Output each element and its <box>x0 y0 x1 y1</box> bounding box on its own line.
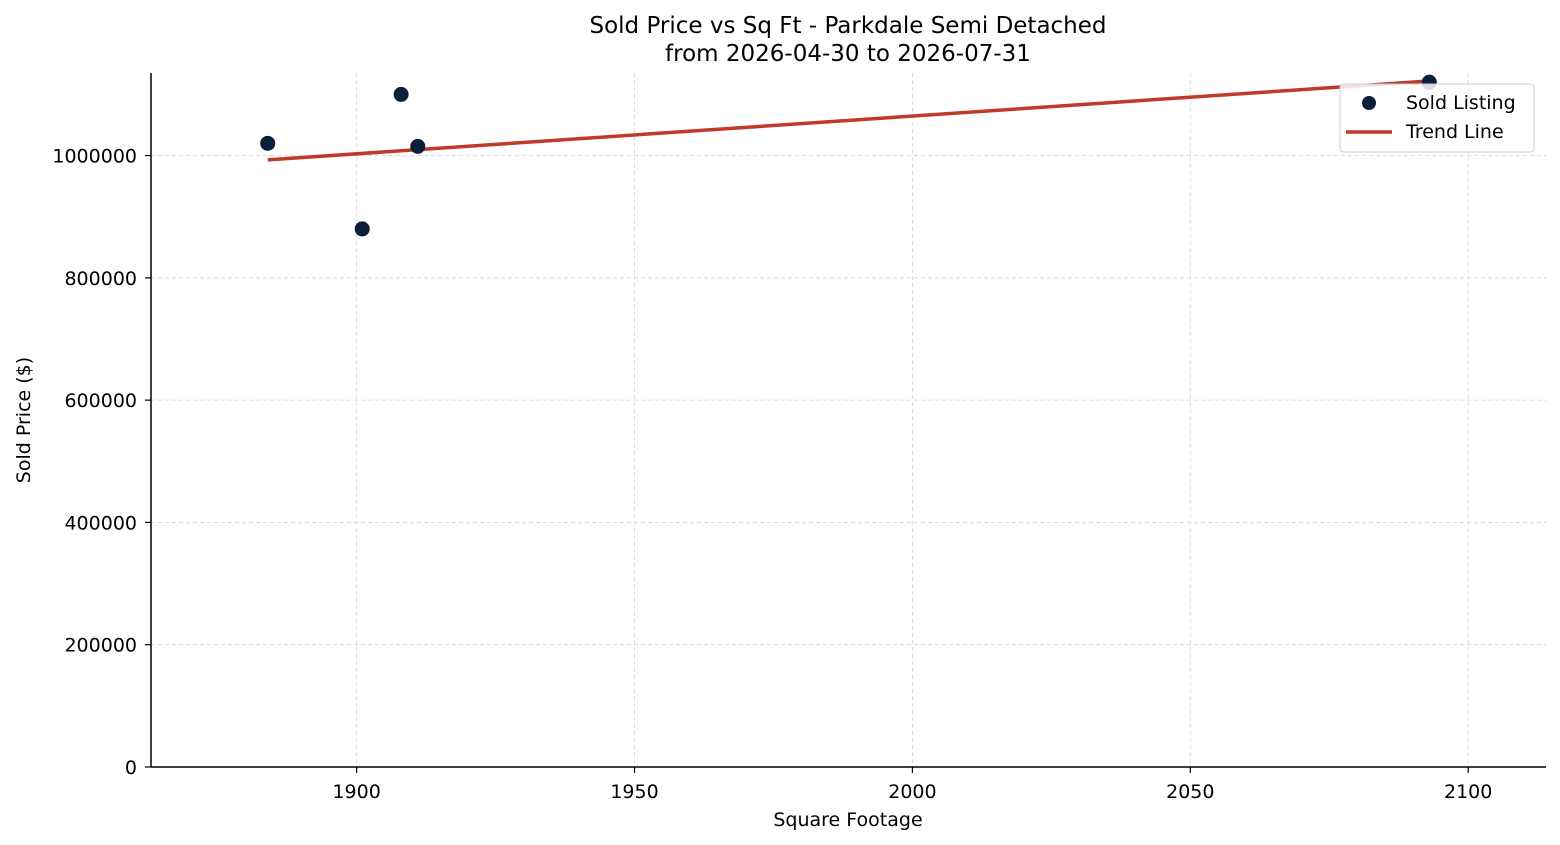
x-tick-label: 1900 <box>332 781 380 803</box>
y-tick-label: 0 <box>125 757 137 779</box>
trend-line <box>267 79 1430 162</box>
x-tick-label: 2000 <box>888 781 936 803</box>
data-point <box>410 138 426 154</box>
tick-layer: 1900 1950 2000 2050 2100 0 200000 400000 600000 8… <box>52 146 1492 803</box>
x-tick-label: 2100 <box>1444 781 1492 803</box>
y-axis-label: Sold Price ($) <box>13 357 35 483</box>
x-tick-label: 1950 <box>610 781 658 803</box>
legend-label-trend-line: Trend Line <box>1405 121 1504 143</box>
data-point <box>393 86 409 102</box>
x-tick-label: 2050 <box>1166 781 1214 803</box>
trend-layer <box>267 79 1430 162</box>
legend-label-sold-listing: Sold Listing <box>1406 92 1516 114</box>
point-layer <box>260 74 1437 237</box>
y-tick-label: 400000 <box>64 512 137 534</box>
y-tick-label: 200000 <box>64 635 137 657</box>
legend-box <box>1339 83 1535 153</box>
data-point <box>354 221 370 237</box>
chart-subtitle: from 2026-04-30 to 2026-07-31 <box>665 41 1031 67</box>
y-tick-label: 1000000 <box>52 146 137 168</box>
grid-layer <box>151 73 1546 767</box>
legend-marker-sold-listing <box>1362 96 1376 110</box>
legend: Sold Listing Trend Line <box>1339 83 1535 153</box>
y-tick-label: 600000 <box>64 390 137 412</box>
data-point <box>260 135 276 151</box>
chart-title: Sold Price vs Sq Ft - Parkdale Semi Deta… <box>589 13 1106 39</box>
x-axis-label: Square Footage <box>773 809 922 831</box>
y-tick-label: 800000 <box>64 268 137 290</box>
